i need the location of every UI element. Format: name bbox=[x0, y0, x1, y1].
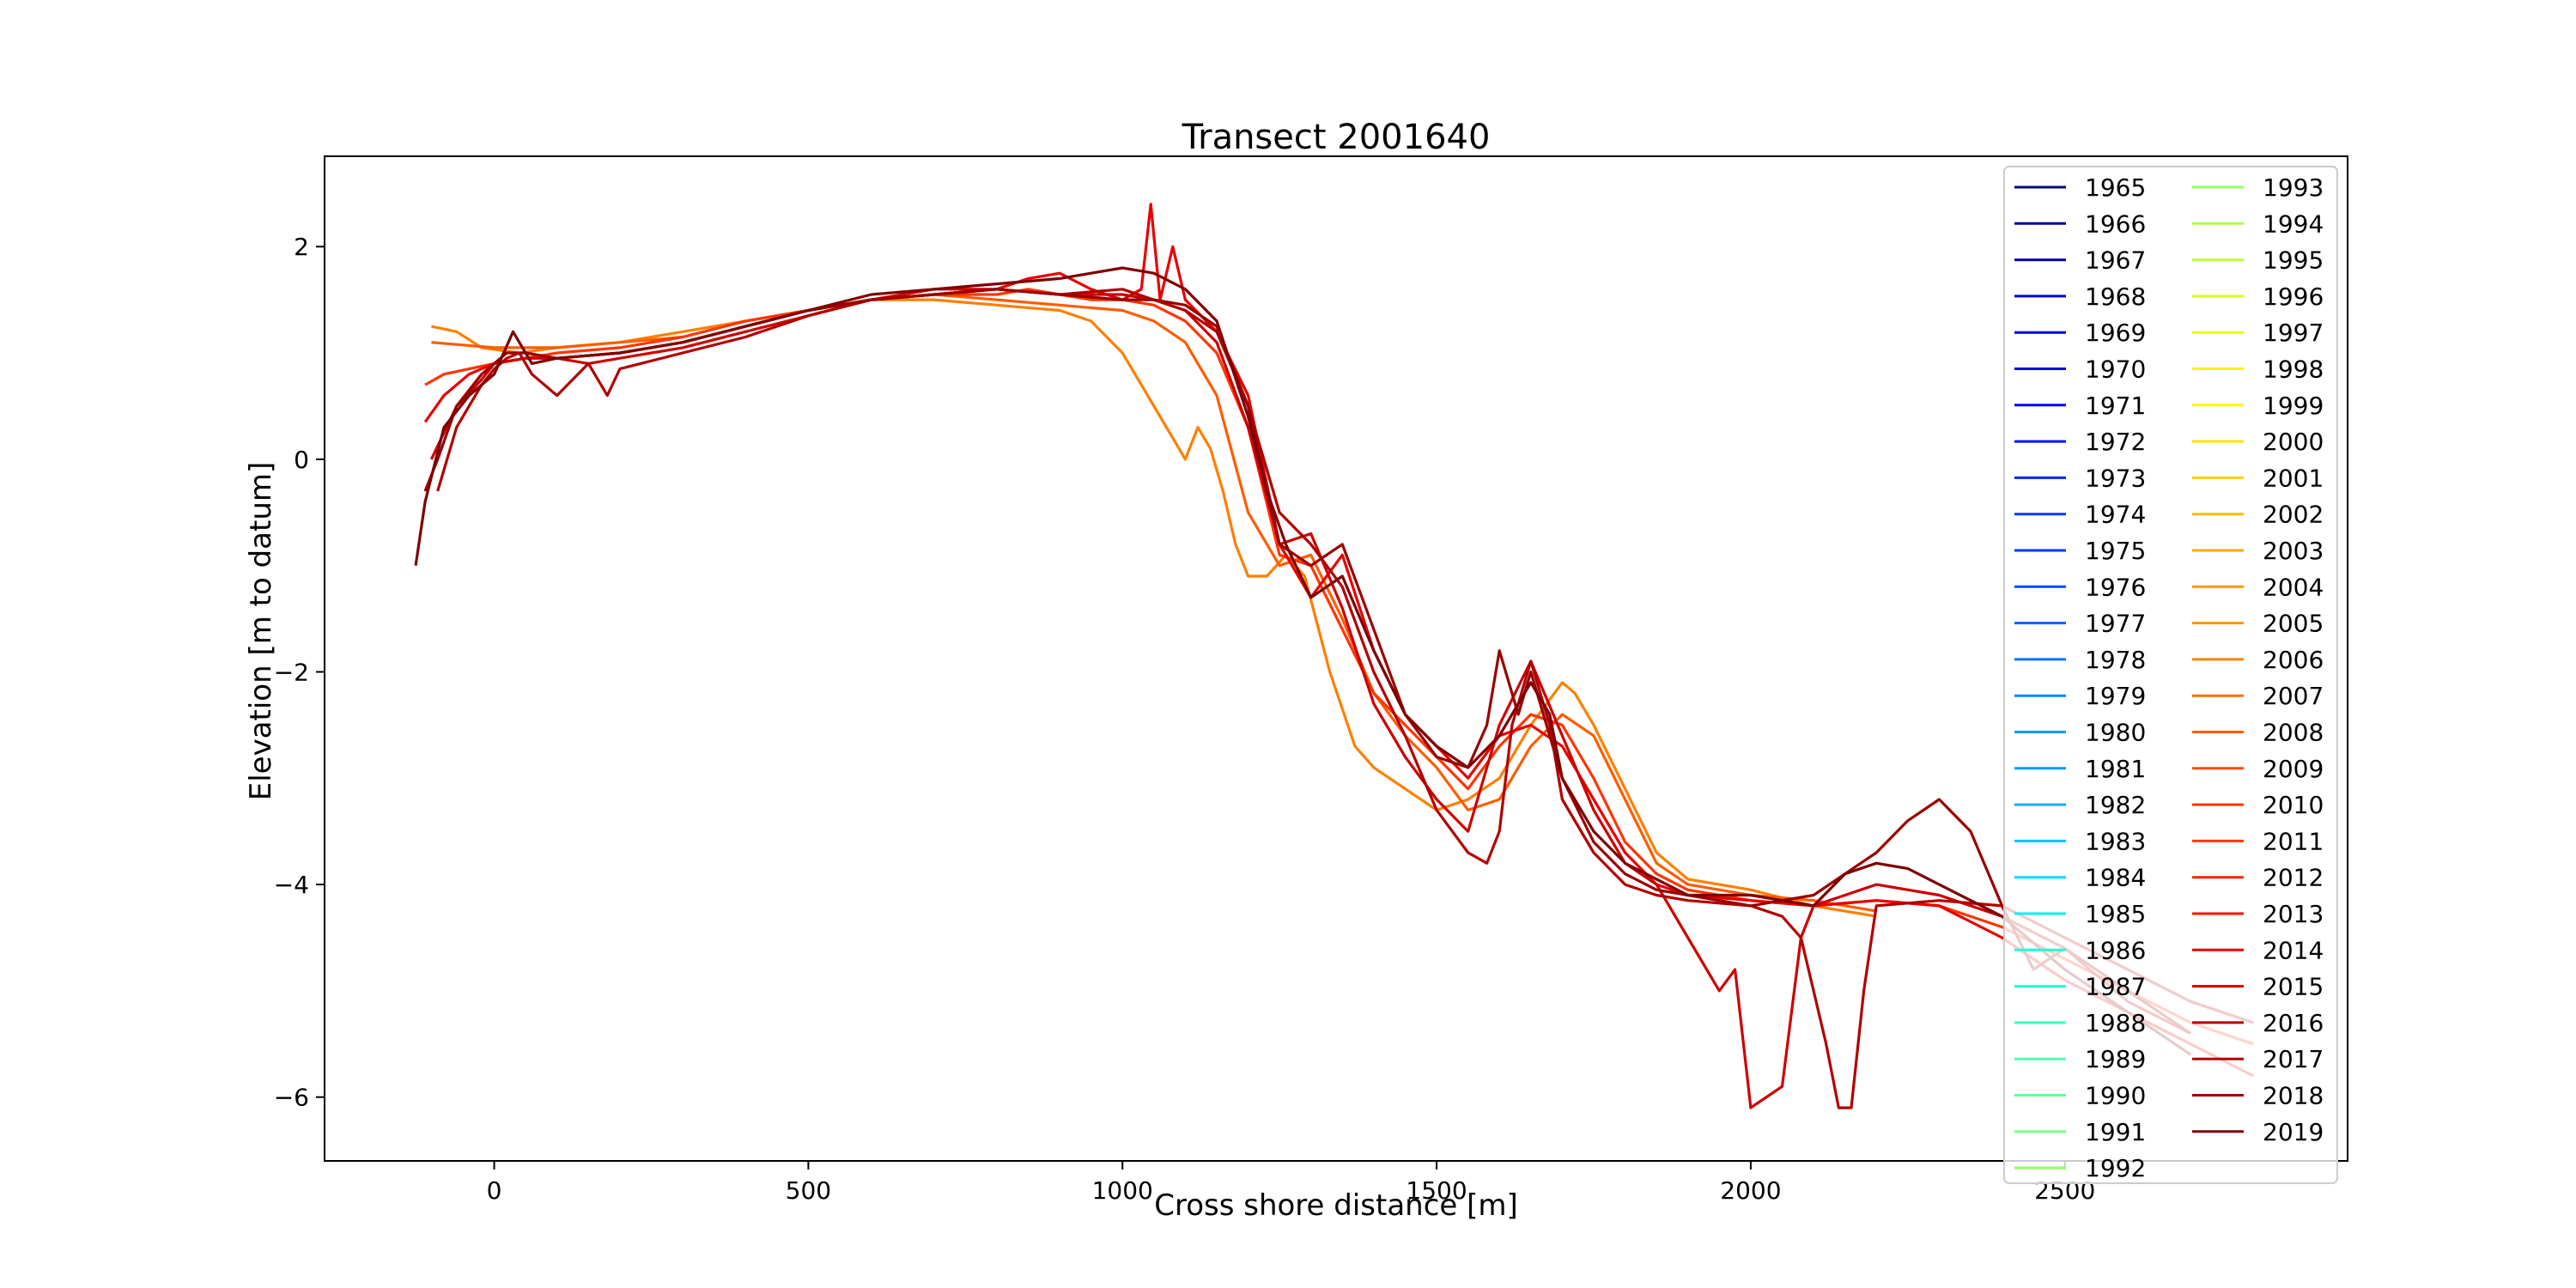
series-line-2017 bbox=[436, 288, 2254, 1109]
legend-label-1998: 1998 bbox=[2263, 355, 2324, 384]
legend-label-1973: 1973 bbox=[2085, 464, 2146, 492]
legend-label-1982: 1982 bbox=[2085, 791, 2146, 819]
legend-label-2001: 2001 bbox=[2263, 464, 2324, 492]
series-line-2019 bbox=[414, 266, 2191, 1056]
legend-label-1988: 1988 bbox=[2085, 1009, 2146, 1037]
legend-label-2013: 2013 bbox=[2263, 900, 2324, 928]
legend-label-1983: 1983 bbox=[2085, 827, 2146, 855]
legend-label-2007: 2007 bbox=[2263, 682, 2324, 710]
legend-label-1986: 1986 bbox=[2085, 936, 2146, 964]
legend-label-1972: 1972 bbox=[2085, 428, 2146, 456]
x-tick-label: 500 bbox=[786, 1176, 831, 1205]
legend-label-2017: 2017 bbox=[2263, 1045, 2324, 1073]
legend-label-2012: 2012 bbox=[2263, 864, 2324, 892]
legend-label-1981: 1981 bbox=[2085, 755, 2146, 783]
x-tick-label: 1500 bbox=[1406, 1176, 1467, 1205]
series-line-2009 bbox=[431, 293, 1877, 913]
x-tick-label: 1000 bbox=[1092, 1176, 1153, 1205]
legend-label-1979: 1979 bbox=[2085, 682, 2146, 710]
legend-label-1970: 1970 bbox=[2085, 355, 2146, 384]
y-tick-label: −2 bbox=[274, 658, 309, 686]
legend-label-1990: 1990 bbox=[2085, 1082, 2146, 1110]
legend-label-1980: 1980 bbox=[2085, 719, 2146, 747]
legend-label-2008: 2008 bbox=[2263, 719, 2324, 747]
legend-label-2014: 2014 bbox=[2263, 936, 2324, 964]
legend-label-2016: 2016 bbox=[2263, 1009, 2324, 1037]
legend-label-2018: 2018 bbox=[2263, 1082, 2324, 1110]
legend-label-1971: 1971 bbox=[2085, 392, 2146, 420]
chart-title: Transect 2001640 bbox=[1182, 118, 1491, 157]
y-tick-label: −6 bbox=[274, 1084, 309, 1112]
legend-label-1997: 1997 bbox=[2263, 319, 2324, 347]
legend-label-1976: 1976 bbox=[2085, 573, 2146, 601]
series-line-2011 bbox=[424, 288, 2254, 1046]
legend-label-2015: 2015 bbox=[2263, 973, 2324, 1001]
x-tick-label: 2000 bbox=[1720, 1176, 1781, 1205]
y-tick-label: 2 bbox=[294, 233, 309, 261]
legend-label-2019: 2019 bbox=[2263, 1118, 2324, 1146]
legend-label-2011: 2011 bbox=[2263, 827, 2324, 855]
y-axis: 2 0 −2 −4 −6 bbox=[274, 233, 325, 1112]
x-axis-label: Cross shore distance [m] bbox=[1154, 1188, 1518, 1223]
x-tick-label: 0 bbox=[487, 1176, 502, 1205]
y-tick-label: −4 bbox=[274, 871, 309, 899]
legend-label-2003: 2003 bbox=[2263, 537, 2324, 565]
legend-label-1996: 1996 bbox=[2263, 283, 2324, 311]
legend-label-1994: 1994 bbox=[2263, 210, 2324, 238]
legend-label-1995: 1995 bbox=[2263, 246, 2324, 275]
legend-label-1993: 1993 bbox=[2263, 173, 2324, 202]
legend-label-1969: 1969 bbox=[2085, 319, 2146, 347]
legend-label-1966: 1966 bbox=[2085, 210, 2146, 238]
legend-label-2002: 2002 bbox=[2263, 501, 2324, 529]
legend-label-1984: 1984 bbox=[2085, 864, 2146, 892]
plot-area bbox=[414, 203, 2254, 1109]
legend-label-1968: 1968 bbox=[2085, 283, 2146, 311]
legend-label-2010: 2010 bbox=[2263, 791, 2324, 819]
legend-label-2009: 2009 bbox=[2263, 755, 2324, 783]
legend-label-1991: 1991 bbox=[2085, 1118, 2146, 1146]
legend-box bbox=[2003, 166, 2338, 1184]
legend-label-2005: 2005 bbox=[2263, 610, 2324, 638]
legend-label-2006: 2006 bbox=[2263, 646, 2324, 674]
legend-label-1965: 1965 bbox=[2085, 173, 2146, 202]
series-line-2007 bbox=[431, 298, 1877, 918]
series-line-2013 bbox=[423, 203, 2254, 1078]
legend-label-1977: 1977 bbox=[2085, 610, 2146, 638]
legend-label-1978: 1978 bbox=[2085, 646, 2146, 674]
legend-label-1992: 1992 bbox=[2085, 1154, 2146, 1182]
legend: 1965 1966 1967 1968 1969 1970 1971 1972 1973 1974… bbox=[2003, 166, 2338, 1184]
legend-label-2004: 2004 bbox=[2263, 573, 2324, 601]
legend-label-1985: 1985 bbox=[2085, 900, 2146, 928]
legend-label-1989: 1989 bbox=[2085, 1045, 2146, 1073]
y-axis-label: Elevation [m to datum] bbox=[244, 462, 278, 801]
y-tick-label: 0 bbox=[294, 446, 309, 474]
legend-label-1975: 1975 bbox=[2085, 537, 2146, 565]
series-line-2018 bbox=[423, 288, 2191, 1035]
plot-frame bbox=[324, 155, 2348, 1162]
legend-label-1987: 1987 bbox=[2085, 973, 2146, 1001]
legend-label-1967: 1967 bbox=[2085, 246, 2146, 275]
legend-label-2000: 2000 bbox=[2263, 428, 2324, 456]
series-line-2015 bbox=[429, 288, 2191, 1109]
legend-label-1999: 1999 bbox=[2263, 392, 2324, 420]
legend-label-1974: 1974 bbox=[2085, 501, 2146, 529]
